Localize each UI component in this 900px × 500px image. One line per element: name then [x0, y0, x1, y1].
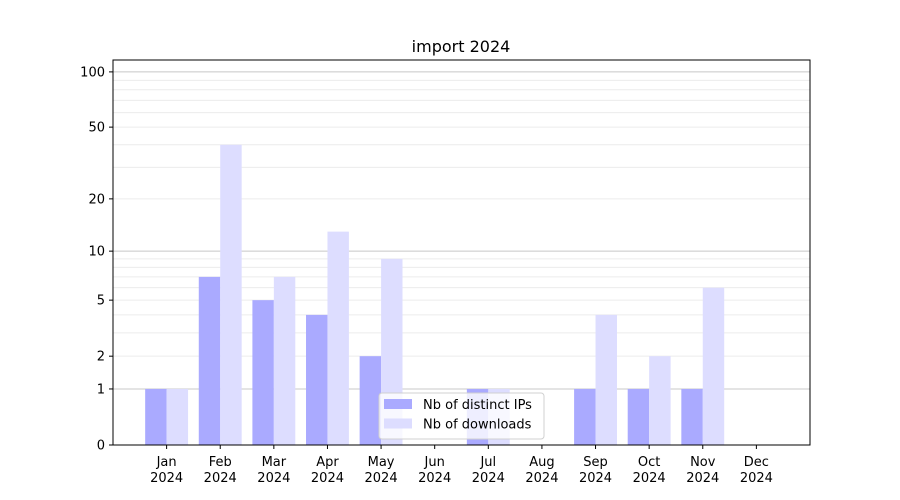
bar-downloads: [649, 356, 671, 445]
bar-downloads: [327, 231, 349, 445]
bars: [145, 144, 725, 446]
bar-downloads: [220, 144, 242, 446]
x-tick-label: May 2024: [365, 455, 398, 486]
y-tick-label: 20: [88, 192, 105, 207]
bar-downloads: [702, 287, 725, 445]
y-tick-label: 100: [80, 65, 105, 80]
y-tick-label: 10: [88, 245, 105, 260]
bar-distinct-ips: [306, 314, 328, 445]
x-tick-label: Nov 2024: [686, 455, 719, 486]
chart-title: import 2024: [412, 37, 511, 56]
y-tick-label: 2: [97, 350, 105, 365]
y-tick-label: 0: [97, 439, 105, 454]
bar-downloads: [595, 314, 617, 445]
x-tick-label: Mar 2024: [257, 455, 290, 486]
bar-distinct-ips: [252, 300, 274, 445]
bar-distinct-ips: [359, 356, 382, 445]
x-tick-label: Aug 2024: [525, 455, 558, 486]
bar-downloads: [166, 388, 189, 445]
legend-swatch: [384, 418, 412, 429]
y-tick-label: 1: [97, 382, 105, 397]
legend-label: Nb of downloads: [423, 418, 532, 433]
x-tick-label: Dec 2024: [740, 455, 773, 486]
legend-box: [378, 392, 545, 440]
legend-label: Nb of distinct IPs: [423, 398, 532, 413]
x-tick-label: Jan 2024: [150, 455, 183, 486]
y-tick-label: 50: [88, 121, 105, 136]
bar-distinct-ips: [145, 388, 167, 445]
bar-distinct-ips: [574, 388, 596, 445]
y-axis: 0 1 2 5 10 20 50 100: [80, 65, 113, 454]
legend: Nb of distinct IPs Nb of downloads: [378, 392, 545, 440]
x-tick-label: Jul 2024: [472, 455, 505, 486]
x-tick-label: Feb 2024: [204, 455, 237, 486]
y-tick-label: 5: [97, 294, 105, 309]
plot-frame: [112, 59, 811, 446]
bar-distinct-ips: [681, 388, 703, 445]
bar-downloads: [273, 276, 296, 445]
x-tick-label: Oct 2024: [633, 455, 666, 486]
bar-distinct-ips: [627, 388, 650, 445]
x-tick-label: Jun 2024: [418, 455, 451, 486]
x-tick-label: Sep 2024: [579, 455, 612, 486]
x-axis: Jan 2024 Feb 2024 Mar 2024 Apr 2024 May 2024 Jun 20…: [150, 445, 773, 486]
legend-swatch: [384, 399, 412, 409]
bar-distinct-ips: [198, 276, 221, 445]
x-tick-label: Apr 2024: [311, 455, 344, 486]
